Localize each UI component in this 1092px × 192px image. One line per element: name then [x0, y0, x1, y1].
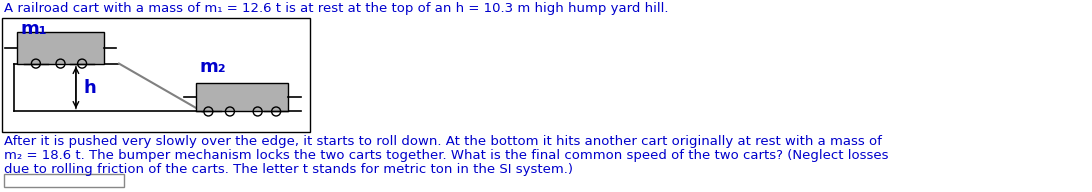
Bar [4, 174, 124, 187]
Bar [2, 18, 310, 132]
Bar [17, 32, 104, 64]
Text: m₁: m₁ [21, 20, 47, 38]
Text: m₂: m₂ [199, 58, 226, 76]
Text: h: h [84, 79, 96, 97]
Text: due to rolling friction of the carts. The letter t stands for metric ton in the : due to rolling friction of the carts. Th… [4, 163, 573, 176]
Text: After it is pushed very slowly over the edge, it starts to roll down. At the bot: After it is pushed very slowly over the … [4, 135, 882, 148]
Bar [197, 83, 288, 112]
Text: A railroad cart with a mass of m₁ = 12.6 t is at rest at the top of an h = 10.3 : A railroad cart with a mass of m₁ = 12.6… [4, 2, 668, 15]
Text: m₂ = 18.6 t. The bumper mechanism locks the two carts together. What is the fina: m₂ = 18.6 t. The bumper mechanism locks … [4, 149, 889, 162]
